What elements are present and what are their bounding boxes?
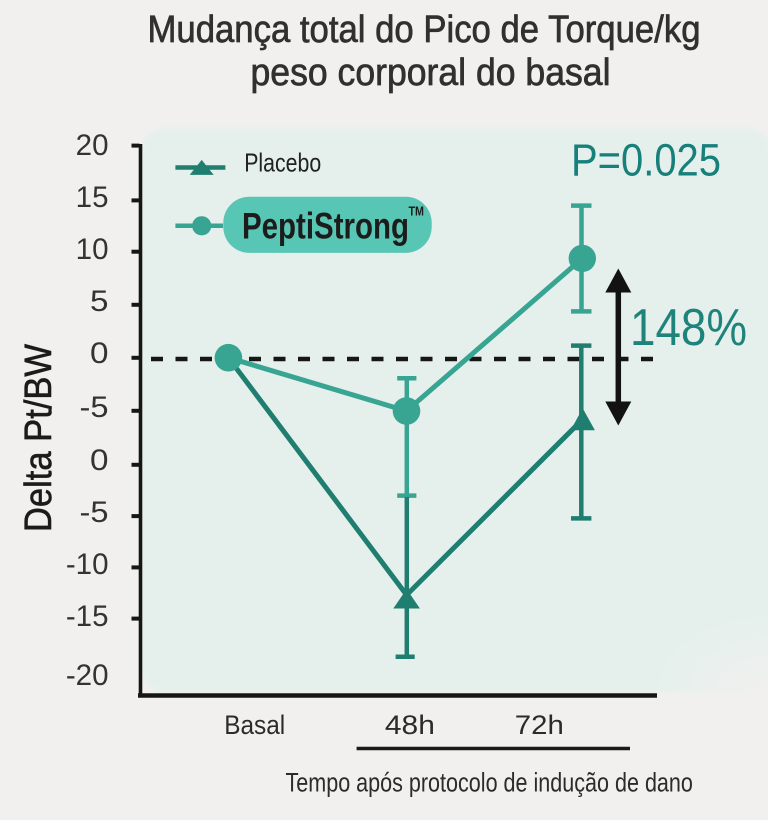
svg-text:Delta Pt/BW: Delta Pt/BW: [18, 344, 60, 532]
svg-text:Placebo: Placebo: [244, 148, 321, 178]
svg-text:TM: TM: [409, 203, 425, 218]
svg-text:P=0.025: P=0.025: [571, 135, 721, 186]
svg-text:Mudança total do Pico de Torqu: Mudança total do Pico de Torque/kg: [148, 9, 701, 51]
svg-text:-15: -15: [66, 600, 109, 633]
svg-text:48h: 48h: [385, 710, 435, 740]
svg-text:PeptiStrong: PeptiStrong: [242, 206, 409, 247]
svg-text:0: 0: [90, 337, 109, 370]
svg-text:15: 15: [76, 181, 109, 214]
svg-text:72h: 72h: [515, 710, 564, 740]
svg-text:Tempo após protocolo de induçã: Tempo após protocolo de indução de dano: [286, 768, 693, 798]
svg-text:10: 10: [76, 233, 109, 266]
svg-text:-5: -5: [80, 391, 109, 424]
svg-text:148%: 148%: [630, 299, 747, 357]
svg-text:Basal: Basal: [224, 710, 285, 740]
svg-text:-20: -20: [66, 659, 109, 692]
svg-text:20: 20: [76, 129, 109, 162]
svg-text:peso corporal do basal: peso corporal do basal: [251, 52, 611, 94]
svg-text:-5: -5: [80, 496, 109, 529]
svg-text:5: 5: [90, 285, 109, 318]
svg-text:0: 0: [90, 444, 109, 477]
svg-text:-10: -10: [66, 548, 109, 581]
